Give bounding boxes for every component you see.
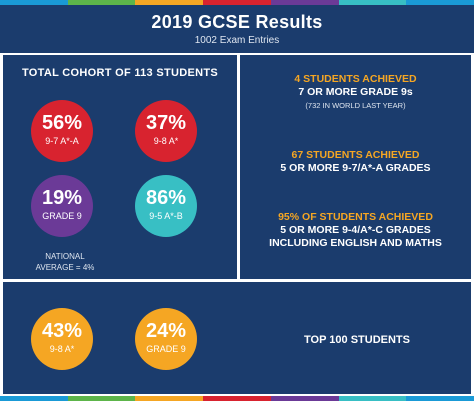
achievement-highlight: 67 STUDENTS ACHIEVED	[291, 149, 420, 161]
achievement-text: 5 OR MORE 9-7/A*-A GRADES	[280, 162, 431, 174]
stat-label: 9-8 A*	[49, 344, 75, 354]
color-stripe-bottom	[0, 396, 474, 401]
stat-circle-top100-9-8: 43% 9-8 A*	[31, 308, 93, 370]
stripe-segment	[270, 396, 339, 401]
achievement-text: INCLUDING ENGLISH AND MATHS	[269, 237, 442, 249]
stat-circle-grade-9: 19% GRADE 9	[31, 175, 93, 237]
stripe-segment	[67, 0, 136, 5]
stripe-segment	[338, 0, 407, 5]
color-stripe-top	[0, 0, 474, 5]
achievement-text: 5 OR MORE 9-4/A*-C GRADES	[280, 224, 431, 236]
top100-title: TOP 100 STUDENTS	[304, 334, 410, 346]
stat-circle-9-5: 86% 9-5 A*-B	[135, 175, 197, 237]
achievements-panel: 4 STUDENTS ACHIEVED 7 OR MORE GRADE 9s (…	[240, 55, 471, 279]
cohort-title: TOTAL COHORT OF 113 STUDENTS	[21, 67, 219, 79]
achievement-subtext: (732 IN WORLD LAST YEAR)	[305, 101, 406, 110]
top100-panel: 43% 9-8 A* 24% GRADE 9 TOP 100 STUDENTS	[3, 282, 471, 394]
achievement-text: 7 OR MORE GRADE 9s	[298, 86, 413, 98]
stripe-segment	[135, 396, 204, 401]
stripe-segment	[406, 0, 474, 5]
stat-label: GRADE 9	[42, 211, 82, 221]
stat-value: 56%	[41, 112, 83, 134]
stat-value: 86%	[145, 187, 187, 209]
stat-value: 19%	[41, 187, 83, 209]
page-subtitle: 1002 Exam Entries	[194, 35, 280, 46]
stat-label: 9-5 A*-B	[149, 211, 183, 221]
stripe-segment	[270, 0, 339, 5]
national-average-note: NATIONAL AVERAGE = 4%	[20, 251, 110, 273]
header: 2019 GCSE Results 1002 Exam Entries	[0, 5, 474, 53]
stripe-segment	[203, 0, 271, 5]
stripe-segment	[203, 396, 271, 401]
stat-value: 43%	[41, 320, 83, 342]
stripe-segment	[135, 0, 204, 5]
stat-label: 9-7 A*-A	[45, 136, 79, 146]
stat-circle-9-8: 37% 9-8 A*	[135, 100, 197, 162]
achievement-highlight: 95% OF STUDENTS ACHIEVED	[278, 211, 433, 223]
stat-value: 37%	[145, 112, 187, 134]
achievement-block: 4 STUDENTS ACHIEVED 7 OR MORE GRADE 9s (…	[240, 73, 471, 112]
note-line: NATIONAL	[45, 252, 85, 261]
stripe-segment	[406, 396, 474, 401]
note-line: AVERAGE = 4%	[35, 263, 95, 272]
stat-circle-9-7: 56% 9-7 A*-A	[31, 100, 93, 162]
stat-value: 24%	[145, 320, 187, 342]
stripe-segment	[338, 396, 407, 401]
stripe-segment	[0, 0, 68, 5]
achievement-block: 95% OF STUDENTS ACHIEVED 5 OR MORE 9-4/A…	[240, 211, 471, 250]
stripe-segment	[67, 396, 136, 401]
stat-circle-top100-grade-9: 24% GRADE 9	[135, 308, 197, 370]
stat-label: GRADE 9	[146, 344, 186, 354]
achievement-highlight: 4 STUDENTS ACHIEVED	[294, 73, 417, 85]
stripe-segment	[0, 396, 68, 401]
cohort-panel: TOTAL COHORT OF 113 STUDENTS 56% 9-7 A*-…	[3, 55, 237, 279]
stat-label: 9-8 A*	[153, 136, 179, 146]
page-title: 2019 GCSE Results	[151, 12, 323, 32]
achievement-block: 67 STUDENTS ACHIEVED 5 OR MORE 9-7/A*-A …	[240, 149, 471, 175]
